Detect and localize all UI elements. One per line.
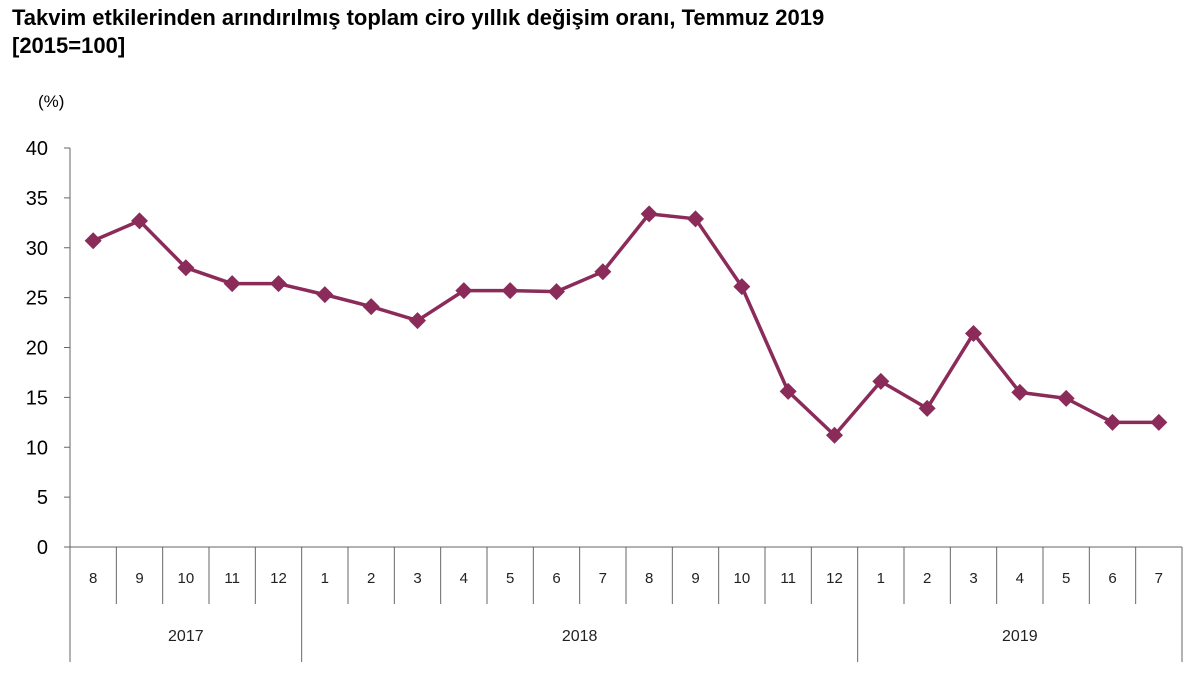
data-point-marker xyxy=(131,212,148,230)
data-point-marker xyxy=(687,210,704,228)
data-point-marker xyxy=(594,263,612,281)
data-point-marker xyxy=(177,259,195,277)
x-tick-label: 2 xyxy=(367,570,375,587)
x-tick-label: 3 xyxy=(413,570,421,587)
x-tick-label: 5 xyxy=(506,570,514,587)
x-tick-label: 8 xyxy=(645,570,653,587)
data-point-marker xyxy=(1104,413,1121,431)
x-tick-label: 4 xyxy=(1016,570,1024,587)
chart-title: Takvim etkilerinden arındırılmış toplam … xyxy=(12,5,825,30)
y-tick-label: 15 xyxy=(26,387,48,409)
x-tick-label: 7 xyxy=(599,570,607,587)
data-point-marker xyxy=(84,232,102,250)
chart-subtitle: [2015=100] xyxy=(12,33,126,58)
x-tick-label: 1 xyxy=(877,570,885,587)
y-axis-unit-label: (%) xyxy=(38,92,64,111)
x-tick-label: 10 xyxy=(177,570,194,587)
x-tick-label: 12 xyxy=(826,570,843,587)
data-point-marker xyxy=(223,275,241,293)
data-point-marker xyxy=(362,298,380,316)
data-point-marker xyxy=(548,283,565,301)
x-tick-label: 3 xyxy=(969,570,977,587)
y-tick-label: 20 xyxy=(26,338,48,360)
data-point-marker xyxy=(965,325,982,343)
series-line xyxy=(92,212,1159,438)
x-tick-label: 11 xyxy=(780,570,796,587)
data-point-marker xyxy=(918,399,936,417)
data-point-marker xyxy=(1057,389,1075,407)
x-tick-label: 8 xyxy=(89,570,97,587)
x-tick-label: 12 xyxy=(270,570,287,587)
data-point-marker xyxy=(409,312,426,330)
data-point-marker xyxy=(640,205,658,223)
y-tick-label: 40 xyxy=(26,138,48,160)
y-tick-label: 10 xyxy=(26,437,48,459)
data-point-marker xyxy=(1011,383,1029,401)
data-point-marker xyxy=(779,382,797,400)
x-tick-label: 11 xyxy=(224,570,240,587)
year-label: 2019 xyxy=(1002,628,1038,645)
y-tick-label: 25 xyxy=(26,288,48,310)
x-tick-label: 10 xyxy=(733,570,750,587)
x-tick-label: 7 xyxy=(1155,570,1163,587)
data-point-marker xyxy=(501,282,519,300)
data-point-marker xyxy=(872,372,890,390)
data-point-marker xyxy=(826,426,843,444)
x-tick-label: 6 xyxy=(1108,570,1116,587)
y-tick-label: 0 xyxy=(37,537,48,559)
x-tick-label: 2 xyxy=(923,570,931,587)
year-label: 2018 xyxy=(562,628,598,645)
x-tick-label: 1 xyxy=(321,570,329,587)
y-tick-label: 35 xyxy=(26,188,48,210)
x-tick-label: 6 xyxy=(552,570,560,587)
x-tick-label: 9 xyxy=(691,570,699,587)
data-point-marker xyxy=(316,286,334,304)
x-tick-label: 9 xyxy=(135,570,143,587)
x-tick-label: 4 xyxy=(460,570,468,587)
y-tick-label: 30 xyxy=(26,238,48,260)
y-tick-label: 5 xyxy=(37,487,48,509)
data-point-marker xyxy=(455,282,473,300)
x-tick-label: 5 xyxy=(1062,570,1070,587)
data-point-marker xyxy=(270,275,287,293)
data-point-marker xyxy=(1150,413,1168,431)
data-point-marker xyxy=(733,278,751,296)
year-label: 2017 xyxy=(168,628,204,645)
